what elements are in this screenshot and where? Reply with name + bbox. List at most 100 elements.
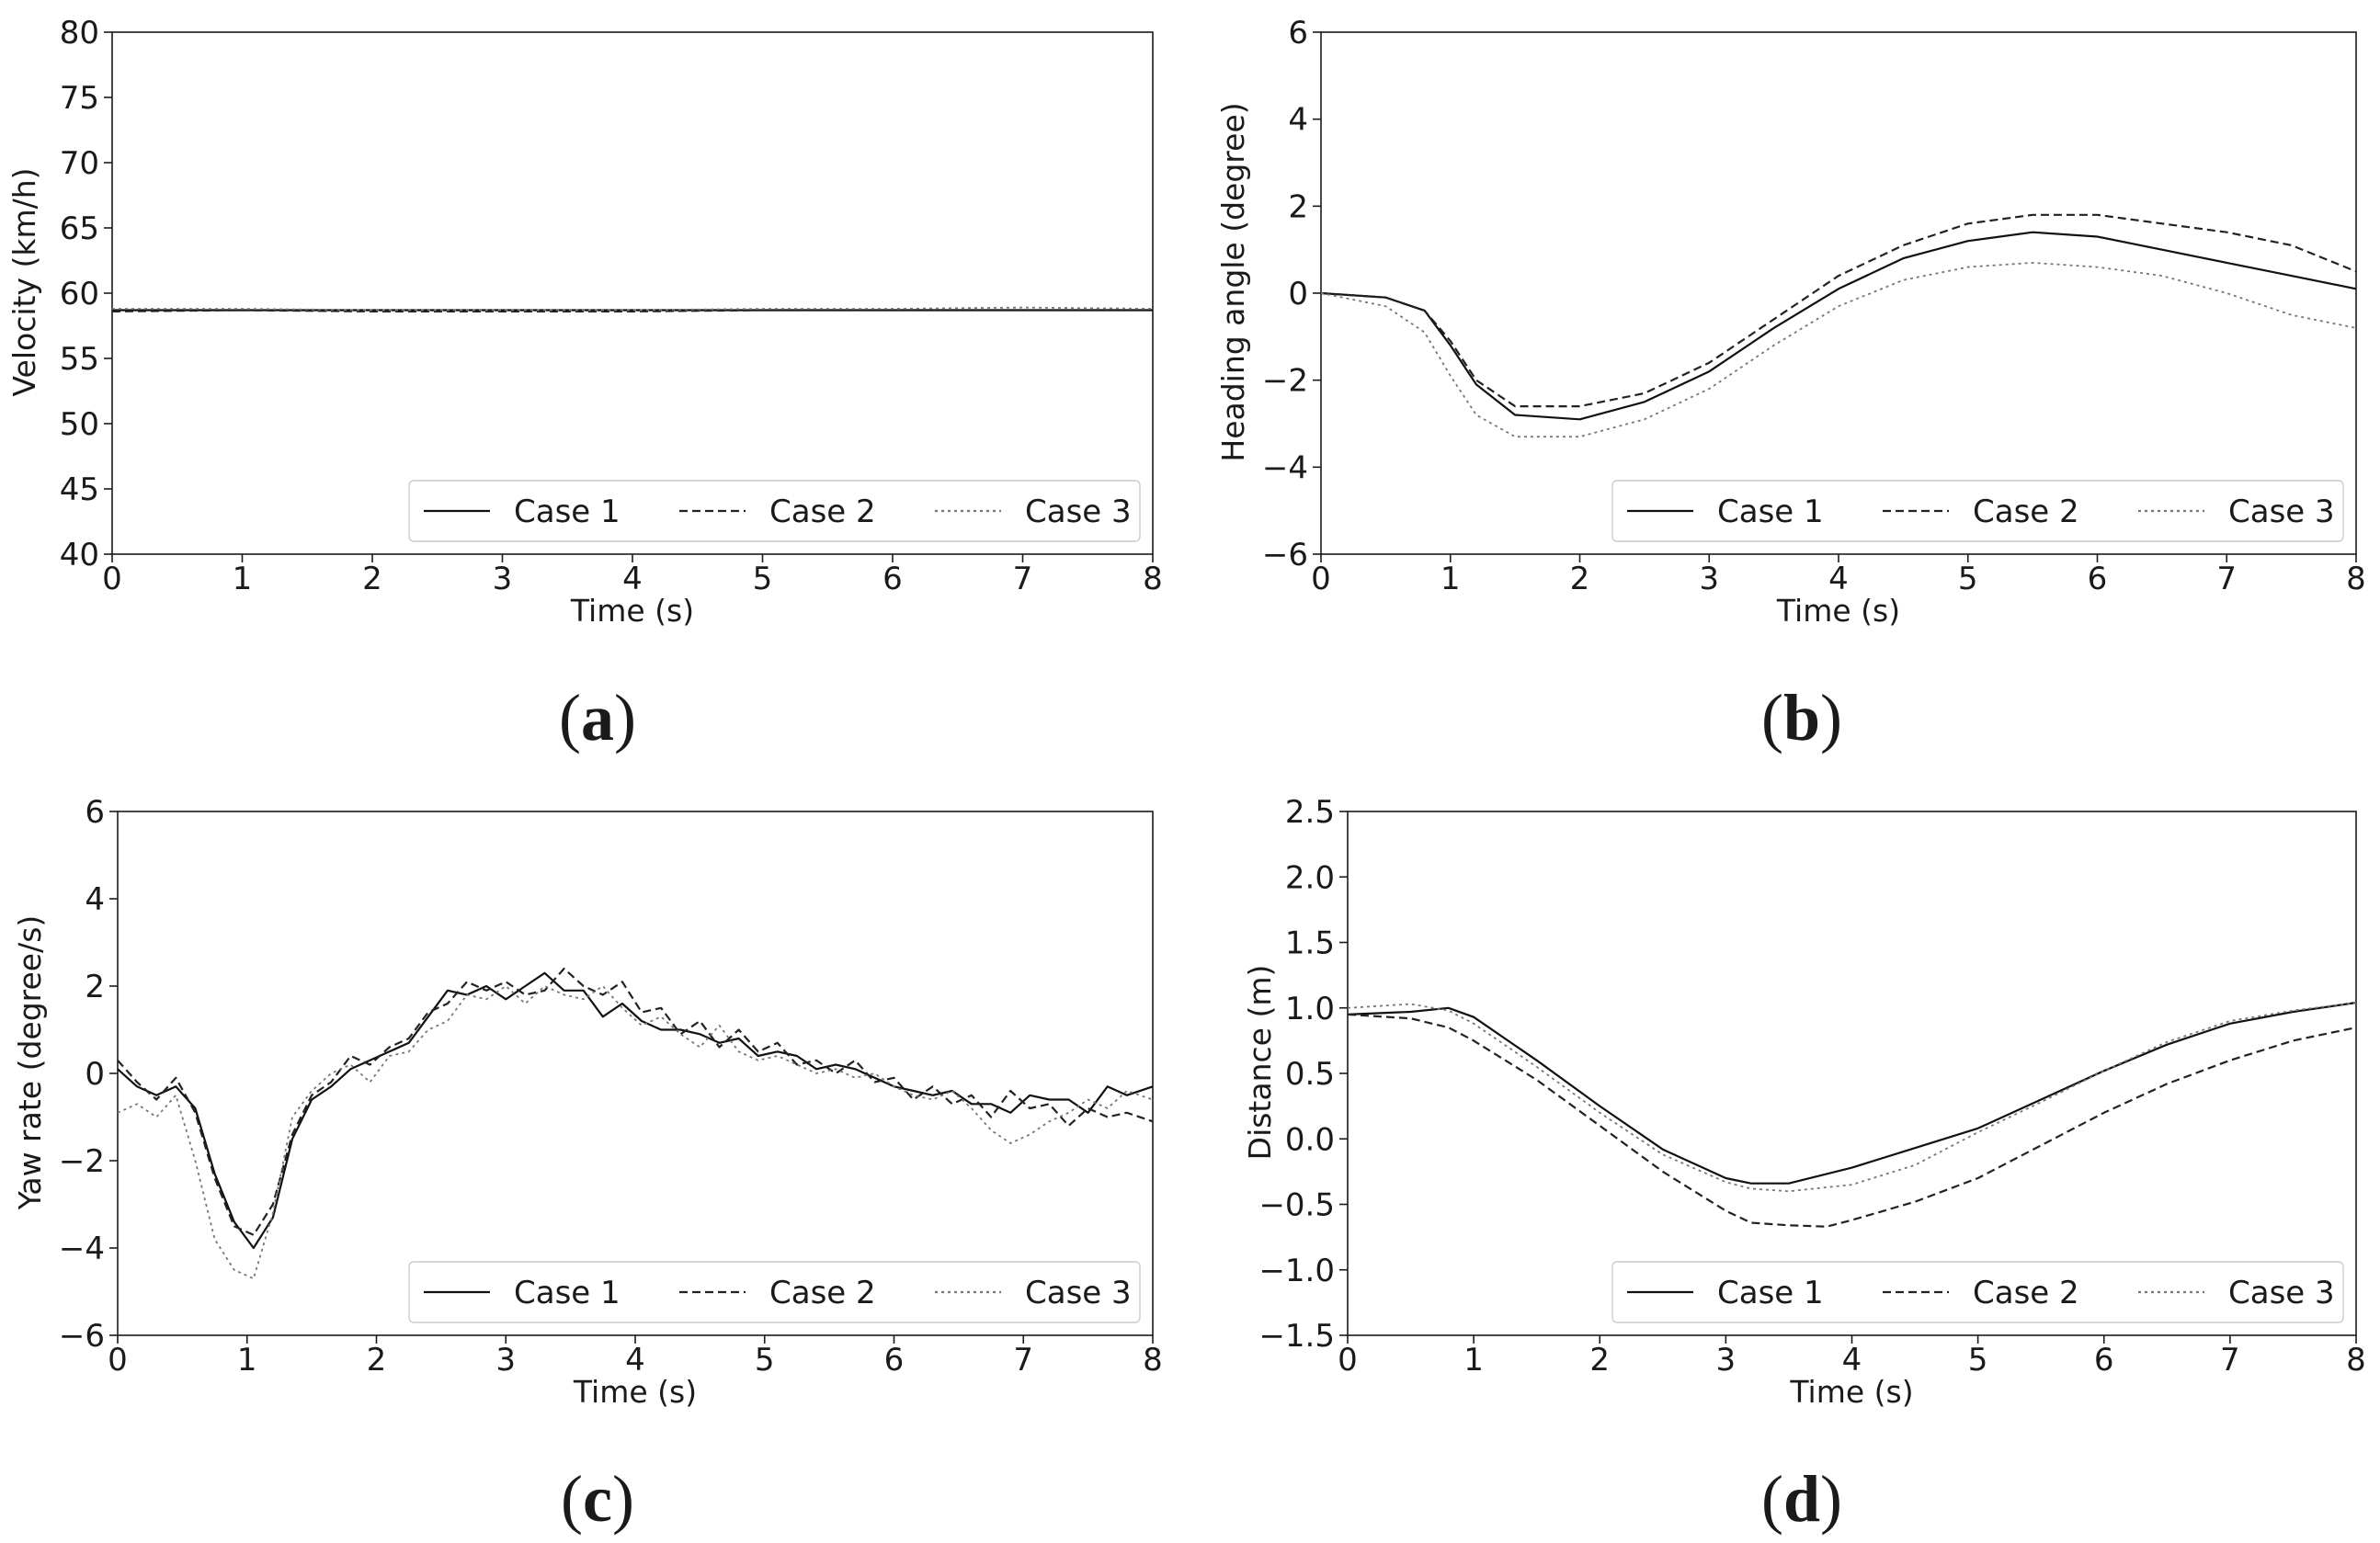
panel-caption: (c) xyxy=(561,1462,634,1536)
x-tick-label: 5 xyxy=(1968,1342,1988,1378)
legend-label-case-2: Case 2 xyxy=(1973,1275,2079,1311)
y-tick-label: 40 xyxy=(60,537,99,573)
y-tick-label: 4 xyxy=(85,881,105,918)
x-tick-label: 8 xyxy=(2346,1342,2366,1378)
x-tick-label: 6 xyxy=(2094,1342,2114,1378)
legend-box xyxy=(1611,1261,2344,1323)
y-tick-label: 80 xyxy=(60,15,99,51)
y-tick-label: −1.0 xyxy=(1258,1253,1335,1289)
x-tick-label: 5 xyxy=(1958,561,1978,597)
y-tick-label: −4 xyxy=(1262,449,1308,486)
legend-label-case-3: Case 3 xyxy=(2228,494,2335,530)
series-line-case-3 xyxy=(1320,261,2357,438)
y-tick-label: 0.0 xyxy=(1285,1121,1335,1158)
x-tick-label: 1 xyxy=(1463,1342,1484,1378)
x-tick-label: 1 xyxy=(237,1342,257,1378)
y-tick-label: 75 xyxy=(60,80,99,117)
x-tick-label: 1 xyxy=(233,561,253,597)
x-tick-label: 2 xyxy=(1570,561,1590,597)
x-tick-label: 0 xyxy=(1311,561,1331,597)
legend-label-case-2: Case 2 xyxy=(769,494,876,530)
y-tick-label: −6 xyxy=(1262,537,1308,573)
x-axis-label: Time (s) xyxy=(570,593,694,629)
y-tick-label: −0.5 xyxy=(1258,1187,1335,1224)
x-tick-label: 7 xyxy=(2220,1342,2240,1378)
x-tick-label: 5 xyxy=(755,1342,775,1378)
panel-caption: (b) xyxy=(1761,681,1842,754)
y-axis-label: Velocity (km/h) xyxy=(6,168,42,397)
x-tick-label: 4 xyxy=(1828,561,1849,597)
x-tick-label: 0 xyxy=(108,1342,128,1378)
y-tick-label: 2.5 xyxy=(1285,794,1335,831)
series-line-case-2 xyxy=(1320,213,2357,408)
x-tick-label: 7 xyxy=(1013,1342,1033,1378)
y-tick-label: 0.5 xyxy=(1285,1056,1335,1093)
y-tick-label: −1.5 xyxy=(1258,1318,1335,1355)
legend: Case 1 Case 2 Case 3 xyxy=(1611,480,2344,542)
y-tick-label: 4 xyxy=(1288,102,1308,139)
x-tick-label: 1 xyxy=(1441,561,1461,597)
x-tick-label: 0 xyxy=(102,561,122,597)
series-line-case-1 xyxy=(117,971,1154,1250)
legend-label-case-2: Case 2 xyxy=(1973,494,2079,530)
series-line-case-1 xyxy=(1320,231,2357,421)
panel-caption: (d) xyxy=(1761,1462,1842,1536)
y-tick-label: −2 xyxy=(59,1143,105,1180)
legend: Case 1 Case 2 Case 3 xyxy=(408,1261,1141,1323)
legend-label-case-1: Case 1 xyxy=(514,1275,621,1311)
panel-caption: (a) xyxy=(559,681,636,754)
y-tick-label: 45 xyxy=(60,471,99,508)
x-tick-label: 6 xyxy=(884,1342,905,1378)
legend: Case 1 Case 2 Case 3 xyxy=(408,480,1141,542)
x-tick-label: 3 xyxy=(493,561,513,597)
x-tick-label: 4 xyxy=(625,1342,645,1378)
x-axis-label: Time (s) xyxy=(573,1374,697,1410)
y-tick-label: −4 xyxy=(59,1231,105,1267)
y-tick-label: 70 xyxy=(60,145,99,182)
chart-panel-d: 0 1 2 3 4 5 6 7 8 −1.5 −1.0 −0.5 0.0 0.5 1.0 1.5 2.0 2.5 T… xyxy=(1242,794,2366,1536)
legend-label-case-3: Case 3 xyxy=(1025,1275,1132,1311)
x-tick-label: 7 xyxy=(1013,561,1033,597)
y-axis-label: Distance (m) xyxy=(1242,965,1278,1161)
legend-label-case-2: Case 2 xyxy=(769,1275,876,1311)
x-axis-label: Time (s) xyxy=(1776,593,1900,629)
x-tick-label: 6 xyxy=(2088,561,2108,597)
chart-panel-c: 0 1 2 3 4 5 6 7 8 −6 −4 −2 0 2 4 6 Time (s) Yaw rate (deg… xyxy=(12,794,1163,1536)
y-tick-label: 50 xyxy=(60,406,99,443)
legend-label-case-1: Case 1 xyxy=(1717,1275,1824,1311)
legend-label-case-1: Case 1 xyxy=(514,494,621,530)
x-tick-label: 0 xyxy=(1338,1342,1358,1378)
x-tick-label: 8 xyxy=(2346,561,2366,597)
legend-box xyxy=(408,480,1141,542)
x-axis-label: Time (s) xyxy=(1789,1374,1913,1410)
x-tick-label: 7 xyxy=(2216,561,2237,597)
series-line-case-2 xyxy=(1347,1013,2357,1228)
chart-panel-b: 0 1 2 3 4 5 6 7 8 −6 −4 −2 0 2 4 6 Time (s) Heading angle… xyxy=(1215,15,2366,754)
y-axis-label: Yaw rate (degree/s) xyxy=(12,915,48,1211)
x-tick-label: 4 xyxy=(622,561,643,597)
y-tick-label: −2 xyxy=(1262,363,1308,400)
x-tick-label: 6 xyxy=(883,561,903,597)
y-axis-label: Heading angle (degree) xyxy=(1215,102,1251,461)
y-tick-label: −6 xyxy=(59,1318,105,1355)
y-tick-label: 6 xyxy=(85,794,105,831)
x-tick-label: 8 xyxy=(1143,561,1163,597)
legend-label-case-3: Case 3 xyxy=(2228,1275,2335,1311)
y-tick-label: 2.0 xyxy=(1285,859,1335,896)
x-tick-label: 4 xyxy=(1842,1342,1862,1378)
x-tick-label: 3 xyxy=(495,1342,516,1378)
y-tick-label: 65 xyxy=(60,210,99,247)
series-line-case-3 xyxy=(1347,1002,2357,1193)
y-tick-label: 0 xyxy=(85,1056,105,1093)
y-tick-label: 6 xyxy=(1288,15,1308,51)
y-tick-label: 55 xyxy=(60,341,99,378)
series-line-case-1 xyxy=(1347,1001,2357,1185)
legend-label-case-1: Case 1 xyxy=(1717,494,1824,530)
x-tick-label: 2 xyxy=(362,561,382,597)
y-tick-label: 1.0 xyxy=(1285,991,1335,1027)
x-tick-label: 2 xyxy=(367,1342,387,1378)
legend-box xyxy=(408,1261,1141,1323)
y-tick-label: 2 xyxy=(85,969,105,1005)
